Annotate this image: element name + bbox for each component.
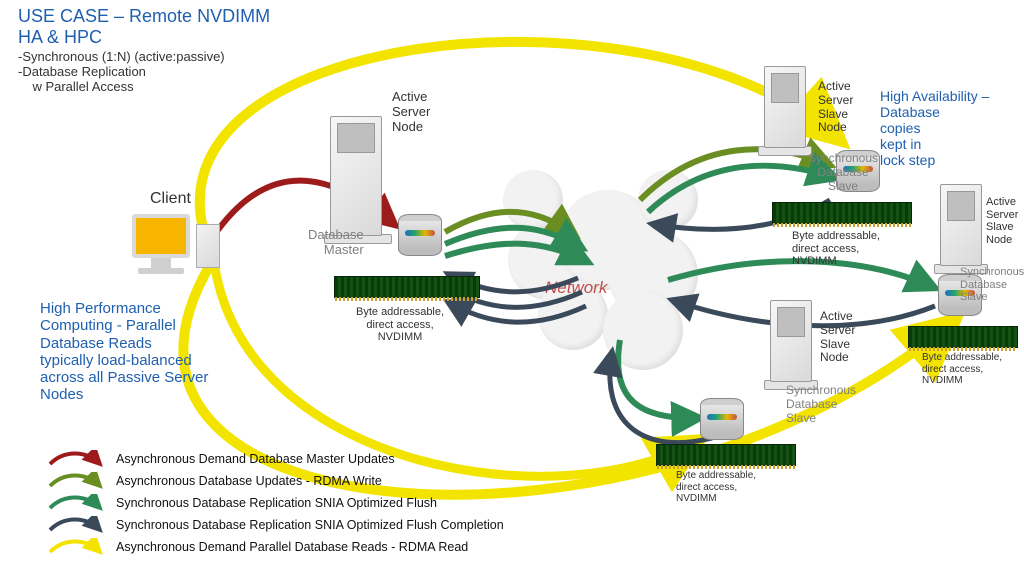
- ha-text: High Availability – Database copies kept…: [880, 88, 1020, 168]
- slave1-sync-final: Synchronous Database Slave: [800, 152, 886, 193]
- slave3-server-label: Active Server Slave Node: [820, 310, 855, 365]
- slave3-sync-final: Synchronous Database Slave: [786, 384, 856, 425]
- master-server-icon: [330, 116, 392, 244]
- slave2-sync-final: Synchronous Database Slave: [960, 266, 1024, 304]
- legend-row: Asynchronous Database Updates - RDMA Wri…: [46, 472, 382, 490]
- slave1-ram-icon: [772, 202, 912, 224]
- legend-arc-icon: [46, 516, 104, 534]
- subtitle-1: -Synchronous (1:N) (active:passive): [18, 50, 225, 65]
- client-label: Client: [150, 190, 191, 208]
- legend-text: Asynchronous Demand Database Master Upda…: [116, 452, 395, 466]
- legend-arc-icon: [46, 450, 104, 468]
- legend-row: Synchronous Database Replication SNIA Op…: [46, 494, 437, 512]
- slave1-ram-label: Byte addressable, direct access, NVDIMM: [792, 230, 880, 268]
- network-cloud: [498, 160, 698, 330]
- network-label: Network: [545, 278, 607, 298]
- legend-row: Asynchronous Demand Database Master Upda…: [46, 450, 395, 468]
- master-db-label: Database Master: [308, 228, 364, 258]
- legend-text: Asynchronous Database Updates - RDMA Wri…: [116, 474, 382, 488]
- slave3-ram-label: Byte addressable, direct access, NVDIMM: [676, 470, 756, 505]
- master-db-icon: [398, 214, 442, 258]
- legend-row: Synchronous Database Replication SNIA Op…: [46, 516, 504, 534]
- slave2-ram-icon: [908, 326, 1018, 348]
- master-ram-icon: [334, 276, 480, 298]
- slave3-server-icon: [770, 300, 818, 390]
- legend-text: Asynchronous Demand Parallel Database Re…: [116, 540, 468, 554]
- master-server-label: Active Server Node: [392, 90, 430, 135]
- client-pc-icon: [196, 224, 220, 268]
- slave2-ram-label: Byte addressable, direct access, NVDIMM: [922, 352, 1002, 387]
- legend-text: Synchronous Database Replication SNIA Op…: [116, 518, 504, 532]
- legend-row: Asynchronous Demand Parallel Database Re…: [46, 538, 468, 556]
- legend-arc-icon: [46, 494, 104, 512]
- subtitle-2: -Database Replication: [18, 65, 225, 80]
- slave1-server-label: Active Server Slave Node: [818, 80, 853, 135]
- master-ram-label: Byte addressable, direct access, NVDIMM: [356, 306, 444, 344]
- subtitle-3: w Parallel Access: [18, 80, 225, 95]
- hpc-text: High Performance Computing - Parallel Da…: [40, 300, 240, 404]
- title-line2: HA & HPC: [18, 27, 270, 48]
- slave2-server-label: Active Server Slave Node: [986, 196, 1018, 247]
- client-monitor-icon: [132, 214, 190, 274]
- slave3-ram-icon: [656, 444, 796, 466]
- slave2-server-icon: [940, 184, 988, 274]
- slave1-server-icon: [764, 66, 812, 156]
- legend-arc-icon: [46, 538, 104, 556]
- legend-arc-icon: [46, 472, 104, 490]
- legend-text: Synchronous Database Replication SNIA Op…: [116, 496, 437, 510]
- slave3-db-icon: [700, 398, 744, 442]
- title-line1: USE CASE – Remote NVDIMM: [18, 6, 270, 27]
